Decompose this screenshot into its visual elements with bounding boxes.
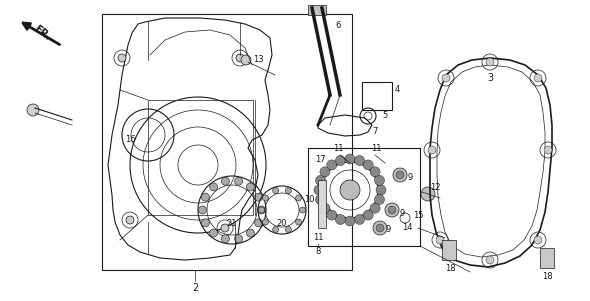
Text: 16: 16	[124, 135, 135, 144]
Bar	[102, 14, 352, 270]
Text: 11: 11	[313, 232, 323, 241]
Circle shape	[273, 226, 278, 232]
Text: FR.: FR.	[32, 23, 52, 42]
Circle shape	[336, 156, 345, 166]
Text: 15: 15	[413, 212, 424, 221]
Text: 12: 12	[430, 184, 441, 193]
Circle shape	[376, 224, 384, 232]
Circle shape	[345, 216, 355, 226]
Text: 21: 21	[227, 219, 237, 228]
Bar	[540, 248, 554, 268]
Circle shape	[254, 193, 263, 201]
Bar	[318, 180, 326, 228]
Text: 18: 18	[445, 264, 455, 273]
Text: 18: 18	[542, 272, 552, 281]
Circle shape	[236, 54, 244, 62]
Bar	[308, 148, 420, 246]
Circle shape	[258, 207, 264, 213]
Circle shape	[363, 210, 373, 220]
Circle shape	[373, 221, 387, 235]
Text: 7: 7	[372, 128, 378, 136]
Circle shape	[442, 74, 450, 82]
Text: 4: 4	[395, 85, 400, 95]
Text: 10: 10	[304, 196, 315, 204]
Circle shape	[296, 195, 301, 201]
Text: 17: 17	[315, 156, 326, 165]
Circle shape	[376, 185, 386, 195]
Circle shape	[421, 187, 435, 201]
Circle shape	[221, 177, 230, 185]
Circle shape	[327, 210, 337, 220]
Circle shape	[316, 194, 326, 205]
Circle shape	[241, 55, 251, 65]
Circle shape	[221, 224, 229, 232]
Text: 9: 9	[408, 173, 413, 182]
Circle shape	[396, 171, 404, 179]
Circle shape	[257, 206, 266, 214]
Text: 3: 3	[487, 73, 493, 83]
Circle shape	[428, 146, 436, 154]
Circle shape	[286, 226, 291, 232]
Circle shape	[126, 216, 134, 224]
Text: 2: 2	[192, 283, 198, 293]
Circle shape	[393, 168, 407, 182]
Circle shape	[201, 219, 209, 227]
Circle shape	[198, 206, 206, 214]
Circle shape	[320, 167, 330, 177]
Circle shape	[254, 219, 263, 227]
Text: 11: 11	[371, 144, 381, 153]
Circle shape	[486, 256, 494, 264]
Circle shape	[336, 215, 345, 225]
Bar	[148, 100, 253, 215]
Circle shape	[345, 154, 355, 164]
Circle shape	[534, 74, 542, 82]
Circle shape	[327, 160, 337, 170]
Circle shape	[316, 175, 326, 185]
Bar	[442, 240, 456, 260]
Bar	[308, 5, 326, 15]
Text: 5: 5	[382, 111, 387, 120]
Circle shape	[263, 195, 268, 201]
Circle shape	[118, 54, 126, 62]
Circle shape	[363, 160, 373, 170]
Circle shape	[235, 235, 242, 243]
Circle shape	[355, 215, 365, 225]
Circle shape	[320, 203, 330, 213]
Circle shape	[201, 193, 209, 201]
Circle shape	[296, 219, 301, 225]
Circle shape	[247, 183, 254, 191]
Circle shape	[314, 185, 324, 195]
Circle shape	[209, 229, 218, 237]
Circle shape	[375, 194, 385, 205]
Text: 14: 14	[402, 224, 413, 232]
Circle shape	[209, 183, 218, 191]
Circle shape	[235, 177, 242, 185]
Circle shape	[221, 235, 230, 243]
Circle shape	[370, 167, 380, 177]
Text: 6: 6	[335, 20, 340, 29]
Circle shape	[436, 236, 444, 244]
Circle shape	[370, 203, 380, 213]
Circle shape	[300, 207, 306, 213]
Circle shape	[388, 206, 396, 214]
Circle shape	[27, 104, 39, 116]
Text: 8: 8	[315, 247, 321, 256]
Circle shape	[273, 188, 278, 194]
Circle shape	[263, 219, 268, 225]
Circle shape	[486, 58, 494, 66]
Circle shape	[544, 146, 552, 154]
Circle shape	[286, 188, 291, 194]
Text: 9: 9	[400, 209, 405, 218]
Circle shape	[247, 229, 254, 237]
Circle shape	[534, 236, 542, 244]
Circle shape	[355, 156, 365, 166]
Circle shape	[375, 175, 385, 185]
Text: 20: 20	[277, 219, 287, 228]
Text: 13: 13	[253, 55, 264, 64]
Text: 9: 9	[385, 225, 390, 234]
Circle shape	[340, 180, 360, 200]
Text: 11: 11	[333, 144, 343, 153]
Bar	[362, 82, 392, 110]
Circle shape	[385, 203, 399, 217]
